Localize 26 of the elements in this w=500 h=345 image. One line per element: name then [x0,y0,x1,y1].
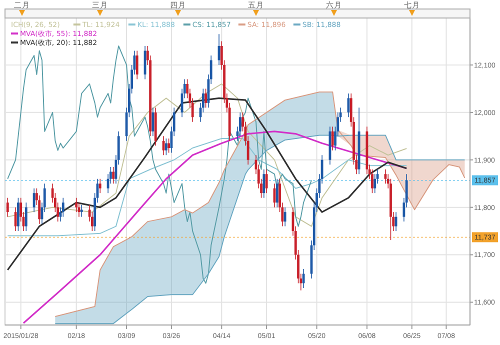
candlestick [14,206,17,232]
candlestick [24,202,28,232]
candlestick [302,268,305,288]
candlestick [276,178,278,208]
candlestick [17,197,20,232]
line-series [7,45,312,284]
candlestick [168,138,170,154]
candlestick [238,112,242,137]
line-series [54,92,466,317]
line-series [7,83,408,227]
candlestick [374,174,376,194]
candlestick [32,188,36,212]
candlestick [164,138,168,156]
candlestick [136,50,138,80]
candlestick [112,166,115,184]
candlestick [262,168,266,198]
candlestick [265,168,268,194]
candlestick [284,206,286,227]
candlestick [371,168,374,194]
candlestick [62,197,64,218]
candlestick [331,126,334,151]
candlestick [80,204,83,218]
candlestick [6,197,9,218]
line-series [7,138,408,236]
candlestick [98,178,102,194]
candlestick [204,88,207,108]
